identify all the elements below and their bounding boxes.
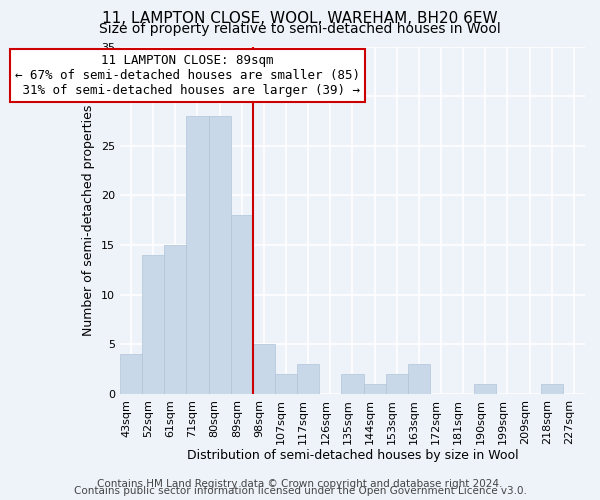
Y-axis label: Number of semi-detached properties: Number of semi-detached properties bbox=[82, 104, 95, 336]
Bar bbox=[408, 364, 430, 394]
Text: Contains HM Land Registry data © Crown copyright and database right 2024.: Contains HM Land Registry data © Crown c… bbox=[97, 479, 503, 489]
Text: 11, LAMPTON CLOSE, WOOL, WAREHAM, BH20 6EW: 11, LAMPTON CLOSE, WOOL, WAREHAM, BH20 6… bbox=[102, 11, 498, 26]
Text: Contains public sector information licensed under the Open Government Licence v3: Contains public sector information licen… bbox=[74, 486, 526, 496]
Bar bbox=[142, 255, 164, 394]
Bar bbox=[541, 384, 563, 394]
Bar bbox=[230, 216, 253, 394]
Bar bbox=[341, 374, 364, 394]
Bar bbox=[364, 384, 386, 394]
Bar bbox=[187, 116, 209, 394]
Bar bbox=[120, 354, 142, 394]
Text: Size of property relative to semi-detached houses in Wool: Size of property relative to semi-detach… bbox=[99, 22, 501, 36]
Bar bbox=[297, 364, 319, 394]
Bar bbox=[386, 374, 408, 394]
Bar bbox=[209, 116, 230, 394]
Bar bbox=[253, 344, 275, 394]
Bar bbox=[164, 245, 187, 394]
X-axis label: Distribution of semi-detached houses by size in Wool: Distribution of semi-detached houses by … bbox=[187, 450, 518, 462]
Text: 11 LAMPTON CLOSE: 89sqm
← 67% of semi-detached houses are smaller (85)
 31% of s: 11 LAMPTON CLOSE: 89sqm ← 67% of semi-de… bbox=[15, 54, 360, 98]
Bar bbox=[474, 384, 496, 394]
Bar bbox=[275, 374, 297, 394]
